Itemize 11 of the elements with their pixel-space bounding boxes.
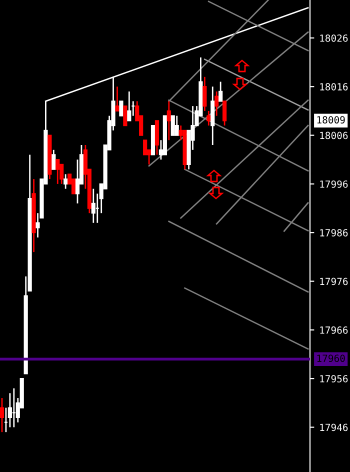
y-tick-label: 17976 xyxy=(320,278,348,286)
y-tick-label: 18006 xyxy=(320,132,348,140)
y-tick-label: 18026 xyxy=(320,34,348,42)
ref-line-label: 17960 xyxy=(317,354,345,362)
y-tick-label: 17946 xyxy=(320,424,348,432)
y-tick-label: 17986 xyxy=(320,229,348,236)
y-tick-label: 17966 xyxy=(320,326,348,334)
y-tick-label: 18016 xyxy=(320,83,348,90)
y-tick-label: 17956 xyxy=(320,375,348,382)
y-tick-label: 17996 xyxy=(320,180,348,188)
text: 18009 xyxy=(317,116,345,124)
